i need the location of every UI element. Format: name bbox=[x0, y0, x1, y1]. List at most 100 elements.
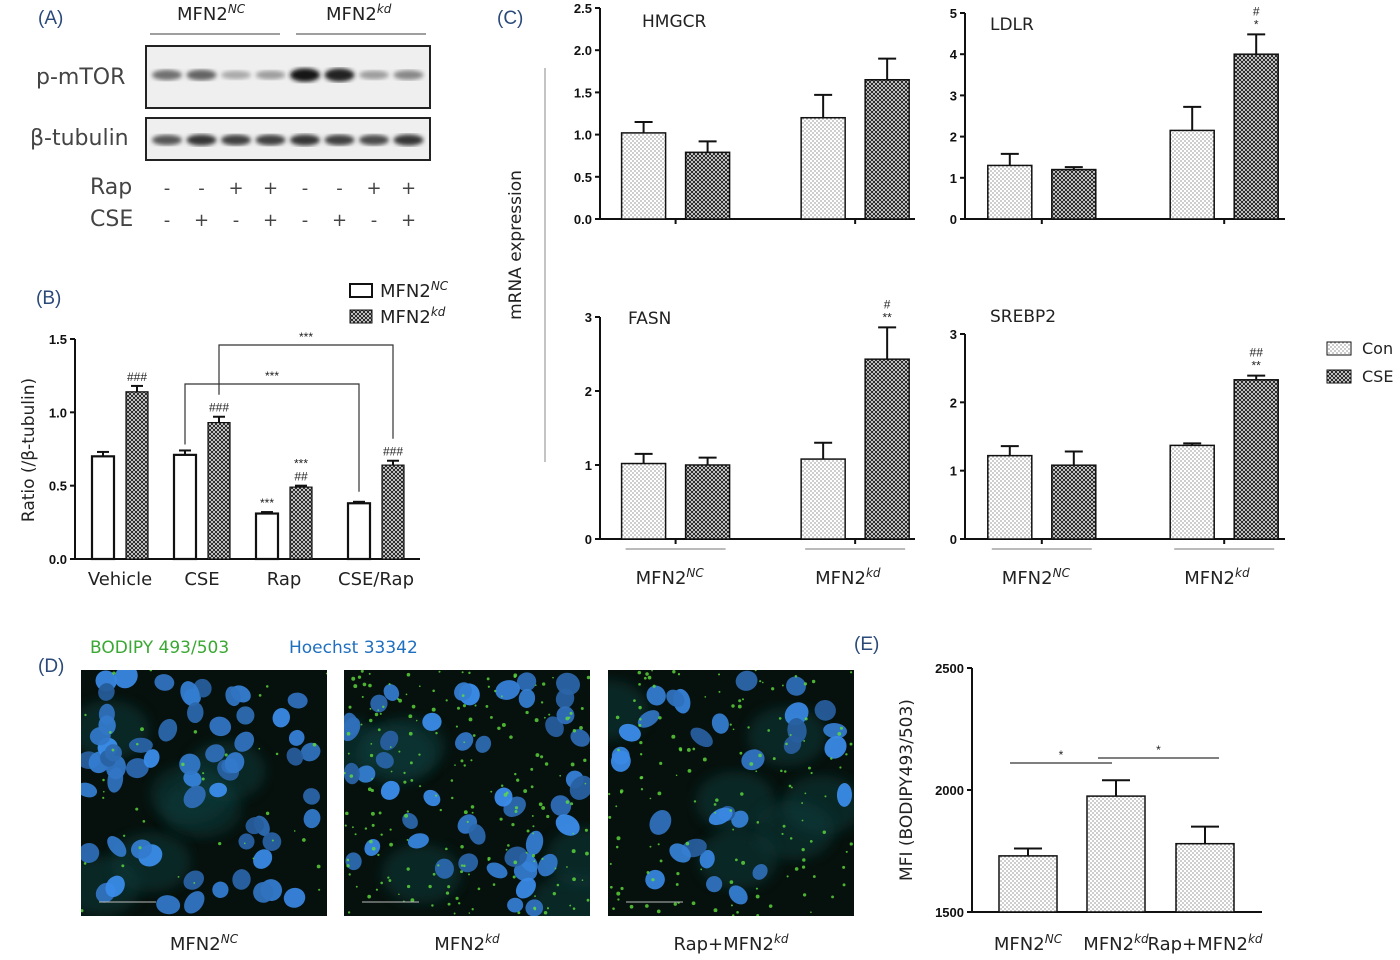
blot-band-tubulin bbox=[324, 134, 355, 146]
chart-b-ytick-label: 0.5 bbox=[49, 479, 67, 494]
chart-c-bar-cse bbox=[864, 78, 910, 220]
nucleus bbox=[81, 782, 98, 798]
lipid-droplet bbox=[645, 672, 649, 676]
lipid-droplet bbox=[102, 796, 105, 799]
lipid-droplet bbox=[387, 876, 390, 879]
chart-c-gene-title: FASN bbox=[628, 309, 671, 329]
lipid-droplet bbox=[786, 875, 789, 878]
lipid-droplet bbox=[645, 904, 649, 908]
blot-band-pmtor bbox=[359, 70, 389, 80]
lipid-droplet bbox=[534, 684, 537, 686]
nucleus bbox=[454, 682, 472, 701]
lipid-droplet bbox=[572, 832, 575, 835]
lipid-droplet bbox=[679, 748, 683, 752]
nucleus bbox=[518, 688, 536, 708]
lipid-droplet bbox=[780, 769, 783, 773]
blot-band-tubulin bbox=[393, 134, 424, 146]
lipid-droplet bbox=[512, 875, 516, 879]
lipid-droplet bbox=[428, 884, 432, 889]
nucleus bbox=[209, 716, 232, 737]
lipid-droplet bbox=[370, 742, 373, 745]
lipid-droplet bbox=[526, 829, 530, 833]
lipid-droplet bbox=[346, 858, 350, 862]
nucleus bbox=[300, 742, 321, 762]
lipid-droplet bbox=[649, 845, 652, 848]
lipid-droplet bbox=[810, 911, 812, 914]
lipid-droplet bbox=[849, 842, 853, 846]
lipid-droplet bbox=[693, 800, 697, 803]
micrograph-caption: MFN2kd bbox=[434, 932, 500, 955]
blot-band-tubulin bbox=[255, 134, 286, 146]
lipid-droplet bbox=[377, 709, 380, 712]
lipid-droplet bbox=[432, 872, 436, 876]
nucleus bbox=[731, 810, 749, 828]
nucleus bbox=[205, 744, 225, 763]
lipid-droplet bbox=[842, 883, 846, 887]
nucleus bbox=[458, 853, 479, 873]
lipid-droplet bbox=[406, 672, 411, 677]
legend-label-con: Con bbox=[1362, 339, 1393, 358]
lipid-droplet bbox=[675, 883, 679, 886]
lipid-droplet bbox=[361, 695, 364, 698]
lipid-droplet bbox=[418, 753, 421, 756]
nucleus bbox=[143, 749, 160, 768]
blot-sign: - bbox=[302, 210, 309, 231]
chart-b-bar bbox=[90, 455, 116, 561]
chart-b-category: CSE/Rap bbox=[338, 569, 414, 590]
lipid-droplet bbox=[265, 685, 269, 688]
lipid-droplet bbox=[657, 791, 662, 796]
lipid-droplet bbox=[492, 883, 496, 886]
chart-e-category: Rap+MFN2kd bbox=[1147, 932, 1262, 955]
lipid-droplet bbox=[406, 810, 410, 813]
lipid-droplet bbox=[778, 717, 782, 720]
lipid-droplet bbox=[543, 716, 546, 719]
blot-treatment-cse-label: CSE bbox=[90, 207, 133, 232]
lipid-droplet bbox=[302, 838, 306, 842]
lipid-droplet bbox=[271, 839, 274, 842]
nucleus bbox=[105, 875, 125, 898]
lipid-droplet bbox=[505, 848, 508, 851]
nucleus bbox=[555, 814, 580, 836]
lipid-droplet bbox=[202, 772, 205, 775]
nucleus bbox=[236, 706, 255, 725]
lipid-droplet bbox=[455, 896, 459, 900]
nucleus bbox=[649, 809, 672, 835]
lipid-droplet bbox=[831, 895, 834, 899]
nucleus bbox=[356, 765, 376, 783]
lipid-droplet bbox=[411, 704, 416, 709]
chart-e-bracket-label: * bbox=[1059, 748, 1064, 762]
nucleus bbox=[787, 718, 807, 743]
lipid-droplet bbox=[487, 685, 490, 688]
chart-e-bar bbox=[1175, 842, 1235, 913]
lipid-droplet bbox=[360, 723, 363, 726]
lipid-droplet bbox=[474, 704, 477, 707]
lipid-droplet bbox=[569, 904, 572, 907]
chart-b-bar bbox=[381, 464, 405, 560]
nucleus bbox=[504, 846, 528, 867]
lipid-droplet bbox=[586, 675, 590, 680]
lipid-droplet bbox=[732, 914, 735, 916]
chart-e-bracket-label: * bbox=[1156, 743, 1161, 757]
lipid-droplet bbox=[357, 675, 362, 679]
nucleus bbox=[89, 726, 111, 746]
lipid-droplet bbox=[514, 772, 517, 776]
nucleus bbox=[303, 808, 321, 829]
lipid-droplet bbox=[431, 707, 436, 712]
lipid-droplet bbox=[140, 727, 144, 732]
lipid-droplet bbox=[438, 670, 441, 673]
lipid-droplet bbox=[849, 671, 853, 674]
lipid-droplet bbox=[437, 864, 440, 867]
lipid-droplet bbox=[368, 672, 371, 675]
chart-b-sig-label: ## bbox=[294, 470, 308, 484]
lipid-droplet bbox=[546, 814, 550, 819]
lipid-droplet bbox=[581, 879, 584, 882]
lipid-droplet bbox=[265, 811, 270, 816]
lipid-droplet bbox=[837, 732, 842, 736]
nucleus bbox=[380, 730, 399, 751]
lipid-droplet bbox=[445, 847, 448, 851]
lipid-droplet bbox=[370, 811, 375, 816]
lipid-droplet bbox=[533, 860, 536, 863]
blot-band-pmtor bbox=[324, 68, 355, 82]
lipid-droplet bbox=[729, 880, 734, 884]
